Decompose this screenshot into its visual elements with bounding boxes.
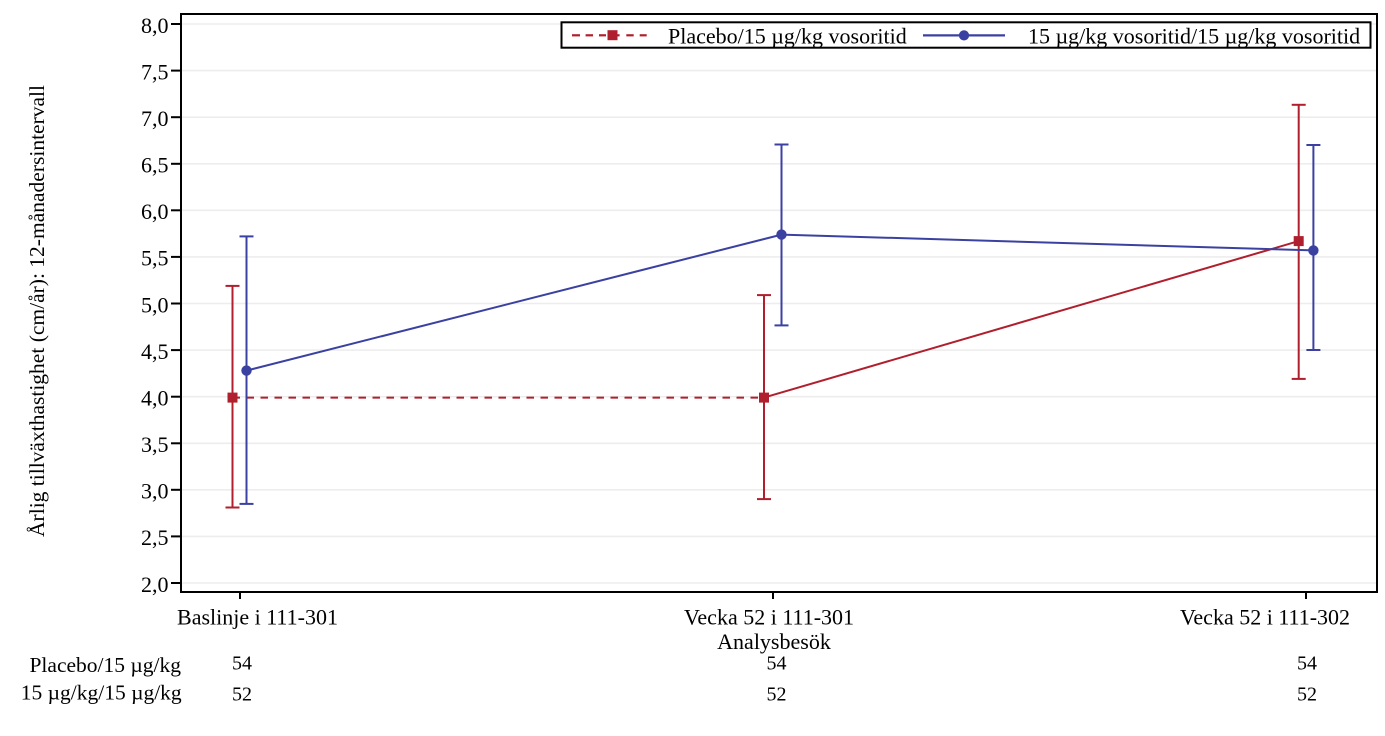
- svg-text:7,5: 7,5: [141, 59, 169, 84]
- svg-text:15 µg/kg/15 µg/kg: 15 µg/kg/15 µg/kg: [21, 681, 182, 705]
- svg-text:3,0: 3,0: [141, 479, 169, 504]
- svg-text:Vecka 52 i 111-302: Vecka 52 i 111-302: [1180, 605, 1350, 630]
- svg-text:52: 52: [232, 684, 252, 706]
- svg-text:52: 52: [767, 684, 787, 706]
- svg-text:Årlig tillväxthastighet (cm/år: Årlig tillväxthastighet (cm/år): 12-måna…: [25, 85, 49, 537]
- svg-text:4,0: 4,0: [141, 386, 169, 411]
- svg-text:2,0: 2,0: [141, 572, 169, 597]
- svg-text:2,5: 2,5: [141, 525, 169, 550]
- svg-text:7,0: 7,0: [141, 106, 169, 131]
- svg-text:15 µg/kg vosoritid/15 µg/kg vo: 15 µg/kg vosoritid/15 µg/kg vosoritid: [1028, 24, 1360, 49]
- svg-text:6,0: 6,0: [141, 199, 169, 224]
- svg-text:Baslinje i 111-301: Baslinje i 111-301: [177, 605, 338, 630]
- svg-text:54: 54: [767, 653, 787, 675]
- svg-text:Vecka 52 i 111-301: Vecka 52 i 111-301: [684, 605, 854, 630]
- svg-text:54: 54: [232, 653, 252, 675]
- svg-text:6,5: 6,5: [141, 153, 169, 178]
- svg-text:4,5: 4,5: [141, 339, 169, 364]
- svg-text:54: 54: [1297, 653, 1317, 675]
- svg-text:3,5: 3,5: [141, 432, 169, 457]
- svg-text:Placebo/15 µg/kg vosoritid: Placebo/15 µg/kg vosoritid: [668, 24, 907, 49]
- svg-text:Placebo/15 µg/kg: Placebo/15 µg/kg: [29, 653, 181, 677]
- svg-text:Analysbesök: Analysbesök: [717, 629, 831, 654]
- svg-text:52: 52: [1297, 684, 1317, 706]
- svg-text:5,5: 5,5: [141, 246, 169, 271]
- svg-text:8,0: 8,0: [141, 13, 169, 38]
- svg-text:5,0: 5,0: [141, 292, 169, 317]
